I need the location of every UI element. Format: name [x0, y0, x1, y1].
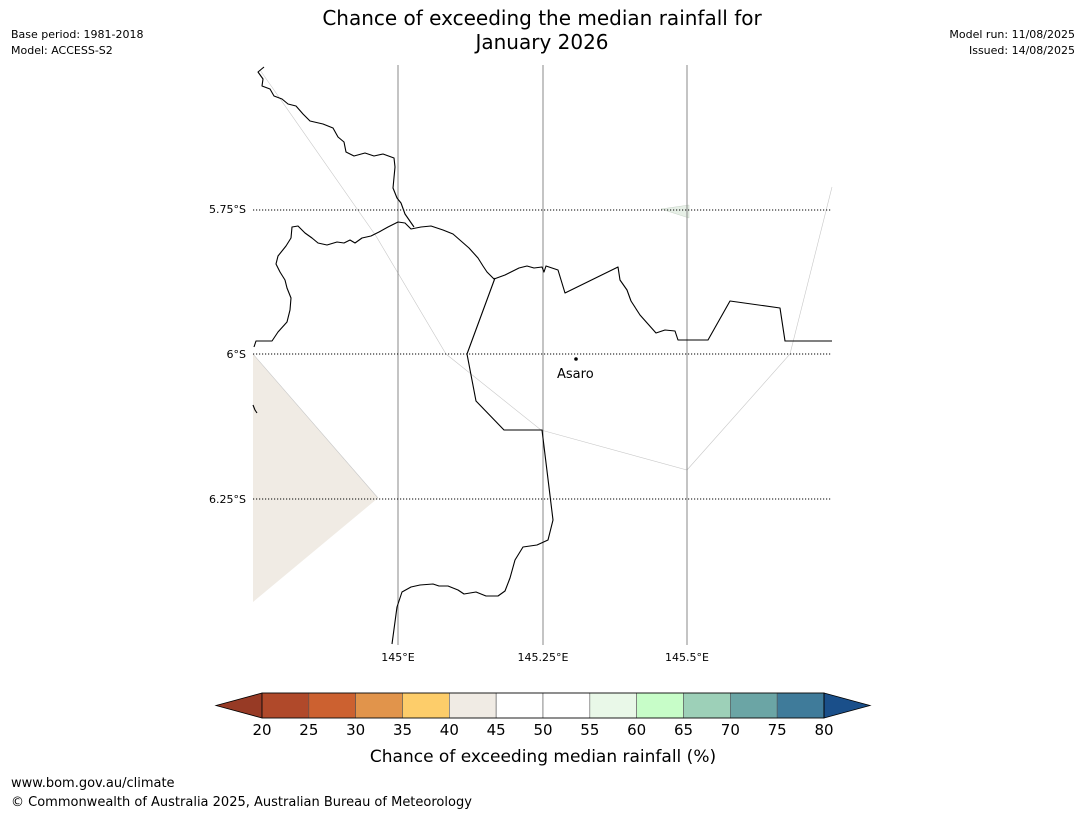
- colorbar-tick-label: 50: [533, 721, 552, 739]
- lon-label-145-25e: 145.25°E: [518, 651, 569, 664]
- colorbar-tick-label: 80: [814, 721, 833, 739]
- colorbar-tick-label: 45: [487, 721, 506, 739]
- colorbar-segment: [355, 692, 403, 719]
- colorbar-segment: [495, 692, 544, 719]
- colorbar-frame: [261, 692, 825, 719]
- colorbar-tick-label: 35: [393, 721, 412, 739]
- place-label: Asaro: [557, 367, 594, 382]
- issued-text: Issued: 14/08/2025: [968, 44, 1075, 57]
- colorbar-tick-label: 25: [299, 721, 318, 739]
- lat-label-6s: 6°S: [227, 348, 246, 361]
- colorbar-tick-label: 40: [440, 721, 459, 739]
- lat-label-5-75s: 5.75°S: [209, 203, 246, 216]
- colorbar: 20 25 30 35 40 45 50 55 60 65 70 75 80 Chance of exc…: [214, 692, 872, 767]
- colorbar-under-arrow: [214, 692, 263, 719]
- colorbar-segment: [542, 692, 591, 719]
- boundary-north-west: [257, 66, 415, 228]
- province-boundaries: [252, 66, 832, 645]
- model-run-text: Model run: 11/08/2025: [949, 28, 1075, 41]
- colorbar-segment: [776, 692, 825, 719]
- shaded-sliver: [660, 204, 690, 219]
- latitude-labels: 5.75°S 6°S 6.25°S: [209, 203, 246, 506]
- model-text: Model: ACCESS-S2: [11, 44, 113, 57]
- meta-right: Model run: 11/08/2025 Issued: 14/08/2025: [949, 27, 1075, 59]
- colorbar-label: Chance of exceeding median rainfall (%): [370, 747, 716, 767]
- place-marker: [574, 357, 578, 361]
- shaded-region: [253, 354, 378, 602]
- footer-copyright: © Commonwealth of Australia 2025, Austra…: [11, 795, 472, 810]
- footer-url: www.bom.gov.au/climate: [11, 776, 175, 791]
- map-title: Chance of exceeding the median rainfall …: [242, 6, 842, 54]
- colorbar-tick-label: 75: [768, 721, 787, 739]
- colorbar-segment: [589, 692, 637, 719]
- colorbar-segment: [402, 692, 450, 719]
- colorbar-segment: [449, 692, 497, 719]
- colorbar-tick-label: 30: [346, 721, 365, 739]
- title-line-2: January 2026: [475, 30, 609, 54]
- colorbar-tick-label: 65: [674, 721, 693, 739]
- boundary-central: [253, 221, 832, 348]
- boundary-divide: [391, 277, 554, 645]
- colorbar-over-arrow: [823, 692, 872, 719]
- boundary-west-stub: [252, 404, 258, 414]
- colorbar-segment: [308, 692, 356, 719]
- colorbar-tick-label: 55: [580, 721, 599, 739]
- colorbar-segments: [261, 692, 825, 719]
- colorbar-tick-label: 20: [252, 721, 271, 739]
- colorbar-segment: [730, 692, 778, 719]
- colorbar-ticks: 20 25 30 35 40 45 50 55 60 65 70 75 80: [252, 721, 833, 739]
- meta-left: Base period: 1981-2018 Model: ACCESS-S2: [11, 27, 143, 59]
- lon-label-145-5e: 145.5°E: [665, 651, 709, 664]
- latitude-gridlines: [253, 209, 832, 500]
- longitude-gridlines: [397, 65, 688, 645]
- title-line-1: Chance of exceeding the median rainfall …: [322, 6, 762, 30]
- colorbar-tick-label: 70: [721, 721, 740, 739]
- colorbar-segment: [261, 692, 310, 719]
- longitude-labels: 145°E 145.25°E 145.5°E: [381, 651, 709, 664]
- colorbar-tick-label: 60: [627, 721, 646, 739]
- footer: www.bom.gov.au/climate © Commonwealth of…: [11, 774, 472, 812]
- lat-label-6-25s: 6.25°S: [209, 493, 246, 506]
- colorbar-segment: [683, 692, 731, 719]
- base-period-text: Base period: 1981-2018: [11, 28, 144, 41]
- lon-label-145e: 145°E: [381, 651, 414, 664]
- colorbar-segment: [636, 692, 684, 719]
